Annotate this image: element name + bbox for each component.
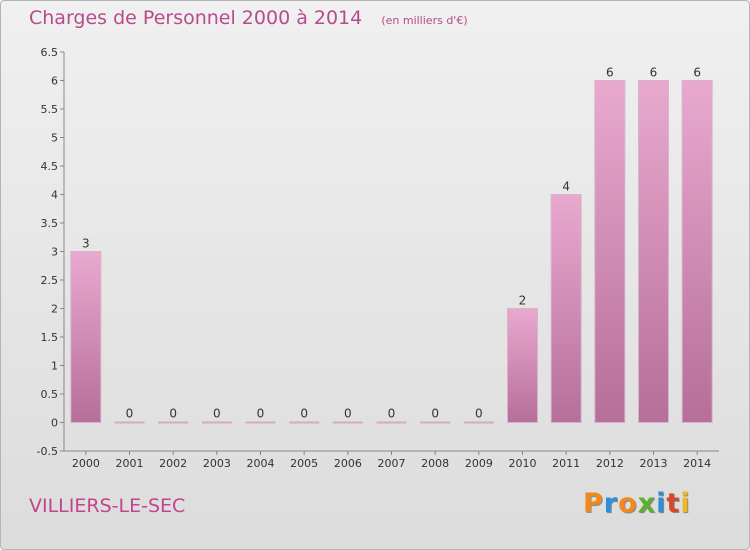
brand-letter: o xyxy=(618,488,638,519)
y-tick-label: 5.5 xyxy=(41,103,59,116)
bar-value-label: 0 xyxy=(431,407,439,421)
bar xyxy=(70,251,102,423)
bar-value-label: 3 xyxy=(82,237,90,251)
bar-zero xyxy=(332,421,363,424)
bar-value-label: 0 xyxy=(126,407,134,421)
title-row: Charges de Personnel 2000 à 2014 (en mil… xyxy=(29,7,468,29)
bar-value-label: 0 xyxy=(388,407,396,421)
brand-letter: r xyxy=(603,488,619,519)
bar-zero xyxy=(463,421,494,424)
bar-value-label: 6 xyxy=(693,66,701,80)
bar-value-label: 4 xyxy=(562,180,570,194)
y-tick-label: 1 xyxy=(51,360,58,373)
bar-value-label: 2 xyxy=(519,294,527,308)
bar-value-label: 0 xyxy=(475,407,483,421)
y-tick-label: 6 xyxy=(51,75,58,88)
x-tick-label: 2010 xyxy=(509,457,537,470)
bar-zero xyxy=(201,421,232,424)
bar xyxy=(550,194,582,423)
bar-zero xyxy=(245,421,276,424)
x-tick-label: 2003 xyxy=(203,457,231,470)
x-tick-label: 2002 xyxy=(159,457,187,470)
y-tick-label: 6.5 xyxy=(41,46,59,59)
y-tick-label: 4.5 xyxy=(41,160,59,173)
x-tick-label: 2001 xyxy=(116,457,144,470)
bar-value-label: 6 xyxy=(650,66,658,80)
x-tick-label: 2000 xyxy=(72,457,100,470)
bar-value-label: 6 xyxy=(606,66,614,80)
y-tick-label: -0.5 xyxy=(37,445,58,458)
bar xyxy=(507,308,538,423)
brand-letter: x xyxy=(637,488,657,519)
x-tick-label: 2009 xyxy=(465,457,493,470)
x-tick-label: 2013 xyxy=(640,457,668,470)
x-tick-label: 2005 xyxy=(290,457,318,470)
commune-name: VILLIERS-LE-SEC xyxy=(29,495,186,517)
bar-zero xyxy=(376,421,407,424)
bar-zero xyxy=(158,421,189,424)
y-tick-label: 0.5 xyxy=(41,388,59,401)
brand-letter: i xyxy=(680,488,691,519)
x-tick-label: 2014 xyxy=(683,457,711,470)
bars xyxy=(70,80,713,424)
chart-unit: (en milliers d'€) xyxy=(381,14,468,27)
y-tick-label: 1.5 xyxy=(41,331,59,344)
y-tick-label: 0 xyxy=(51,417,58,430)
bar xyxy=(594,80,626,423)
bar-zero xyxy=(289,421,320,424)
y-tick-label: 4 xyxy=(51,189,58,202)
x-tick-label: 2004 xyxy=(247,457,275,470)
bar-value-label: 0 xyxy=(257,407,265,421)
bar-value-label: 0 xyxy=(169,407,177,421)
brand-letter: i xyxy=(656,488,667,519)
bar-zero xyxy=(114,421,145,424)
x-tick-label: 2007 xyxy=(378,457,406,470)
x-tick-label: 2006 xyxy=(334,457,362,470)
brand-letter: t xyxy=(666,488,681,519)
y-tick-label: 2 xyxy=(51,303,58,316)
bar-value-label: 0 xyxy=(344,407,352,421)
bar-zero xyxy=(420,421,451,424)
bar xyxy=(681,80,713,423)
brand-letter: P xyxy=(583,488,604,519)
chart-title: Charges de Personnel 2000 à 2014 xyxy=(29,7,363,29)
y-tick-label: 3.5 xyxy=(41,217,59,230)
proxiti-logo: Proxiti xyxy=(583,488,691,519)
axes xyxy=(60,51,719,455)
y-tick-label: 3 xyxy=(51,246,58,259)
y-tick-label: 5 xyxy=(51,132,58,145)
bar xyxy=(638,80,669,423)
x-tick-label: 2012 xyxy=(596,457,624,470)
x-tick-label: 2011 xyxy=(552,457,580,470)
y-tick-label: 2.5 xyxy=(41,274,59,287)
bar-value-label: 0 xyxy=(300,407,308,421)
x-tick-label: 2008 xyxy=(421,457,449,470)
bar-value-label: 0 xyxy=(213,407,221,421)
